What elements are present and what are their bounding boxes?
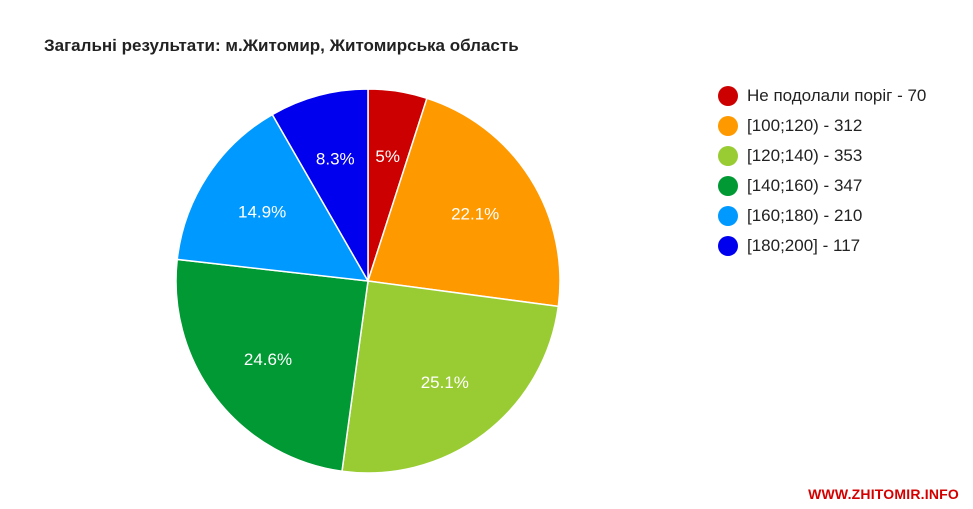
- pie-slice: [176, 113, 370, 282]
- legend-label: [140;160) - 347: [747, 176, 863, 195]
- pie-slice: [271, 88, 369, 284]
- legend-label: [120;140) - 353: [747, 146, 863, 165]
- slice-percent-label: 25.1%: [421, 373, 469, 392]
- pie-slice: [367, 97, 561, 308]
- legend-marker: [718, 86, 738, 106]
- legend-marker: [718, 176, 738, 196]
- legend-marker: [718, 206, 738, 226]
- legend-label: [180;200] - 117: [747, 236, 861, 255]
- legend-label: Не подолали поріг - 70: [747, 86, 927, 105]
- legend-label: [160;180) - 210: [747, 206, 863, 225]
- slice-percent-label: 14.9%: [238, 203, 286, 222]
- slice-percent-label: 8.3%: [316, 150, 355, 169]
- pie-slice: [175, 258, 369, 473]
- chart-title: Загальні результати: м.Житомир, Житомирс…: [44, 36, 519, 55]
- slice-percent-label: 22.1%: [451, 204, 499, 223]
- site-watermark: WWW.ZHITOMIR.INFO: [808, 486, 959, 502]
- slice-percent-label: 5%: [375, 147, 400, 166]
- slice-percent-label: 24.6%: [244, 350, 292, 369]
- legend-marker: [718, 116, 738, 136]
- legend-label: [100;120) - 312: [747, 116, 863, 135]
- legend-marker: [718, 146, 738, 166]
- legend-marker: [718, 236, 738, 256]
- pie-slice: [341, 280, 560, 474]
